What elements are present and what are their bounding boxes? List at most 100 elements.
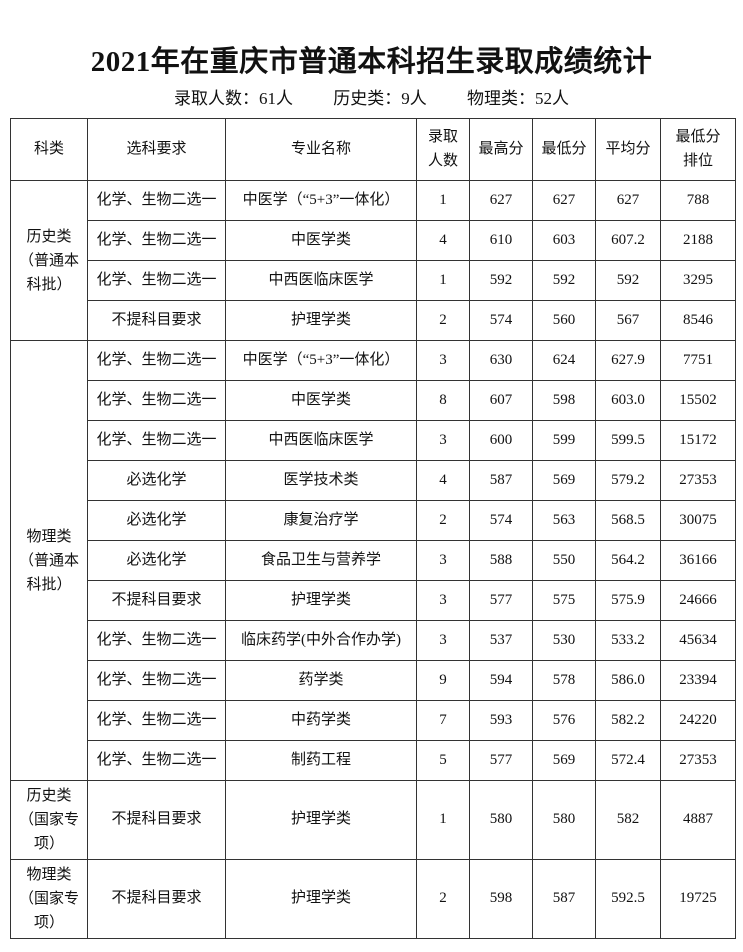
subject-requirement-cell: 不提科目要求	[87, 859, 226, 939]
admitted-count-cell: 4	[416, 460, 470, 501]
max-score-cell: 607	[469, 380, 533, 421]
subject-requirement-cell: 化学、生物二选一	[87, 660, 226, 701]
max-score-cell: 627	[469, 180, 533, 221]
min-score-cell: 624	[532, 340, 596, 381]
table-row: 历史类（普通本科批） 化学、生物二选一 中医学（“5+3”一体化） 1 627 627 62…	[10, 180, 736, 341]
min-score-cell: 627	[532, 180, 596, 221]
min-rank-cell: 27353	[660, 460, 736, 501]
max-score-cell: 537	[469, 620, 533, 661]
major-cell: 护理学类	[225, 859, 417, 939]
subject-requirement-cell: 必选化学	[87, 500, 226, 541]
min-rank-cell: 27353	[660, 740, 736, 781]
avg-score-cell: 592	[595, 260, 661, 301]
table-row: 化学、生物二选一 中医学类 8 607 598 603.0 15502	[11, 380, 736, 421]
avg-score-cell: 586.0	[595, 660, 661, 701]
major-cell: 制药工程	[225, 740, 417, 781]
avg-score-cell: 592.5	[595, 859, 661, 939]
table-row: 化学、生物二选一 中药学类 7 593 576 582.2 24220	[11, 700, 736, 741]
major-cell: 中医学类	[225, 220, 417, 261]
major-cell: 护理学类	[225, 780, 417, 860]
subject-requirement-cell: 化学、生物二选一	[87, 260, 226, 301]
admitted-count-cell: 9	[416, 660, 470, 701]
major-cell: 康复治疗学	[225, 500, 417, 541]
max-score-cell: 577	[469, 740, 533, 781]
table-row: 必选化学 医学技术类 4 587 569 579.2 27353	[11, 460, 736, 501]
max-score-cell: 580	[469, 780, 533, 860]
max-score-cell: 587	[469, 460, 533, 501]
max-score-cell: 593	[469, 700, 533, 741]
table-row: 物理类（普通本科批） 化学、生物二选一 中医学（“5+3”一体化） 3 630 624 62…	[10, 340, 736, 781]
table-row: 物理类（国家专项） 不提科目要求 护理学类 2 598 587 592.5 19725	[10, 859, 736, 939]
category-cell: 物理类（普通本科批）	[10, 340, 88, 781]
admitted-count-cell: 3	[416, 580, 470, 621]
summary-history: 历史类：9人	[333, 89, 427, 108]
min-score-cell: 576	[532, 700, 596, 741]
admitted-count-cell: 1	[416, 780, 470, 860]
category-cell: 物理类（国家专项）	[10, 859, 88, 939]
major-cell: 中药学类	[225, 700, 417, 741]
table-row: 化学、生物二选一 临床药学(中外合作办学) 3 537 530 533.2 45634	[11, 620, 736, 661]
category-cell: 历史类（国家专项）	[10, 780, 88, 860]
major-cell: 护理学类	[225, 580, 417, 621]
subject-requirement-cell: 必选化学	[87, 540, 226, 581]
min-rank-cell: 24220	[660, 700, 736, 741]
admitted-count-cell: 7	[416, 700, 470, 741]
subject-requirement-cell: 不提科目要求	[87, 580, 226, 621]
min-score-cell: 563	[532, 500, 596, 541]
major-cell: 临床药学(中外合作办学)	[225, 620, 417, 661]
avg-score-cell: 568.5	[595, 500, 661, 541]
avg-score-cell: 572.4	[595, 740, 661, 781]
major-cell: 护理学类	[225, 300, 417, 341]
admitted-count-cell: 5	[416, 740, 470, 781]
major-cell: 食品卫生与营养学	[225, 540, 417, 581]
max-score-cell: 574	[469, 500, 533, 541]
header-min-rank: 最低分排位	[660, 118, 736, 181]
avg-score-cell: 575.9	[595, 580, 661, 621]
min-score-cell: 599	[532, 420, 596, 461]
admission-score-table: 科类 选科要求 专业名称 录取人数 最高分 最低分 平均分 最低分排位 历史类（…	[10, 118, 736, 939]
max-score-cell: 610	[469, 220, 533, 261]
major-cell: 中西医临床医学	[225, 260, 417, 301]
min-rank-cell: 3295	[660, 260, 736, 301]
max-score-cell: 598	[469, 859, 533, 939]
min-rank-cell: 4887	[660, 780, 736, 860]
avg-score-cell: 599.5	[595, 420, 661, 461]
min-score-cell: 580	[532, 780, 596, 860]
header-subject-requirement: 选科要求	[87, 118, 226, 181]
min-rank-cell: 30075	[660, 500, 736, 541]
major-cell: 医学技术类	[225, 460, 417, 501]
header-avg-score: 平均分	[595, 118, 661, 181]
header-major: 专业名称	[225, 118, 417, 181]
avg-score-cell: 627	[595, 180, 661, 221]
max-score-cell: 630	[469, 340, 533, 381]
avg-score-cell: 603.0	[595, 380, 661, 421]
major-cell: 中医学（“5+3”一体化）	[225, 340, 417, 381]
header-category: 科类	[10, 118, 88, 181]
table-row: 不提科目要求 护理学类 3 577 575 575.9 24666	[11, 580, 736, 621]
max-score-cell: 574	[469, 300, 533, 341]
admitted-count-cell: 3	[416, 340, 470, 381]
major-cell: 药学类	[225, 660, 417, 701]
subject-requirement-cell: 化学、生物二选一	[87, 420, 226, 461]
table-row: 必选化学 康复治疗学 2 574 563 568.5 30075	[11, 500, 736, 541]
header-min-score: 最低分	[532, 118, 596, 181]
max-score-cell: 594	[469, 660, 533, 701]
admitted-count-cell: 8	[416, 380, 470, 421]
min-score-cell: 560	[532, 300, 596, 341]
subject-requirement-cell: 化学、生物二选一	[87, 740, 226, 781]
table-row: 化学、生物二选一 制药工程 5 577 569 572.4 27353	[11, 740, 736, 781]
subject-requirement-cell: 化学、生物二选一	[87, 220, 226, 261]
min-rank-cell: 2188	[660, 220, 736, 261]
avg-score-cell: 579.2	[595, 460, 661, 501]
max-score-cell: 600	[469, 420, 533, 461]
max-score-cell: 592	[469, 260, 533, 301]
header-max-score: 最高分	[469, 118, 533, 181]
min-rank-cell: 36166	[660, 540, 736, 581]
min-score-cell: 550	[532, 540, 596, 581]
table-row: 化学、生物二选一 中西医临床医学 3 600 599 599.5 15172	[11, 420, 736, 461]
min-score-cell: 530	[532, 620, 596, 661]
admitted-count-cell: 3	[416, 540, 470, 581]
min-score-cell: 569	[532, 740, 596, 781]
avg-score-cell: 582	[595, 780, 661, 860]
min-rank-cell: 15172	[660, 420, 736, 461]
